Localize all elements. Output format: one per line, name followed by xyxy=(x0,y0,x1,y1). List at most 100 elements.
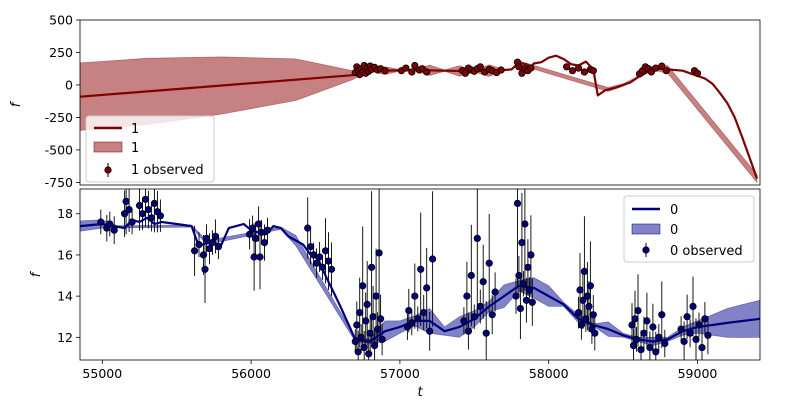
top-observed-point xyxy=(402,64,410,72)
bottom-observed-point xyxy=(128,218,136,226)
bottom-observed-point xyxy=(97,218,105,226)
bottom-observed-point xyxy=(473,234,481,242)
bottom-xtick-label: 57000 xyxy=(380,366,420,381)
bottom-observed-point xyxy=(121,210,129,218)
bottom-legend-label-band: 0 xyxy=(670,223,678,238)
bottom-observed-point xyxy=(321,247,330,255)
bottom-observed-point xyxy=(423,284,431,292)
top-observed-point xyxy=(497,66,505,74)
bottom-observed-point xyxy=(138,210,147,218)
bottom-observed-point xyxy=(574,308,583,317)
bottom-observed-point xyxy=(629,341,638,350)
bottom-observed-point xyxy=(199,251,208,259)
bottom-observed-point xyxy=(576,286,584,294)
bottom-observed-point xyxy=(318,263,327,271)
bottom-observed-point xyxy=(420,308,428,317)
top-observed-point xyxy=(476,63,484,71)
bottom-observed-point xyxy=(362,317,370,325)
bottom-observed-point xyxy=(467,271,475,280)
bottom-observed-point xyxy=(252,234,260,242)
bottom-observed-point xyxy=(683,313,691,321)
top-legend: 1 1 1 observed xyxy=(85,115,215,183)
top-observed-point xyxy=(562,63,571,71)
top-observed-point xyxy=(527,64,535,72)
bottom-observed-point xyxy=(631,315,639,323)
bottom-observed-point xyxy=(255,220,263,228)
bottom-observed-point xyxy=(263,226,272,234)
bottom-observed-point xyxy=(191,247,199,255)
bottom-observed-point xyxy=(485,259,493,267)
bottom-observed-point xyxy=(513,199,522,207)
bottom-observed-point xyxy=(482,329,490,337)
bottom-observed-point xyxy=(147,214,155,222)
top-observed-point xyxy=(515,63,523,71)
bottom-ylabel: f xyxy=(29,270,44,277)
bottom-observed-point xyxy=(360,343,368,352)
bottom-observed-point xyxy=(580,267,589,275)
bottom-observed-point xyxy=(408,319,416,327)
bottom-observed-point xyxy=(464,327,472,335)
bottom-observed-point xyxy=(260,239,269,247)
bottom-observed-point xyxy=(518,239,526,247)
bottom-observed-point xyxy=(249,224,257,232)
bottom-observed-point xyxy=(373,325,382,333)
top-ytick-label: 500 xyxy=(49,13,73,28)
top-observed-point xyxy=(580,68,589,76)
bottom-observed-point xyxy=(106,220,114,228)
bottom-observed-point xyxy=(356,308,364,317)
top-observed-point xyxy=(652,64,660,72)
bottom-observed-point xyxy=(208,239,216,247)
bottom-observed-point xyxy=(125,206,133,214)
bottom-xtick-label: 56000 xyxy=(231,366,271,381)
bottom-xtick-label: 58000 xyxy=(529,366,569,381)
bottom-observed-point xyxy=(403,323,411,331)
bottom-observed-point xyxy=(698,343,706,352)
top-legend-label-observed: 1 observed xyxy=(131,163,204,178)
bottom-observed-point xyxy=(583,292,592,300)
bottom-observed-point xyxy=(519,280,528,288)
bottom-observed-point xyxy=(476,302,484,310)
bottom-observed-point xyxy=(324,257,333,265)
bottom-observed-point xyxy=(378,335,386,343)
bottom-observed-point xyxy=(376,315,385,323)
bottom-observed-point xyxy=(144,206,152,214)
bottom-observed-point xyxy=(689,302,697,310)
bottom-observed-point xyxy=(306,243,315,251)
bottom-observed-point xyxy=(359,282,367,290)
bottom-observed-point xyxy=(585,302,593,310)
top-observed-point xyxy=(662,67,670,75)
bottom-observed-point xyxy=(491,288,499,296)
bottom-observed-point xyxy=(525,286,534,294)
bottom-observed-point xyxy=(515,271,523,280)
bottom-observed-point xyxy=(327,265,336,273)
bottom-observed-point xyxy=(414,315,422,323)
bottom-observed-point xyxy=(246,230,254,238)
bottom-observed-point xyxy=(411,292,419,300)
bottom-observed-point xyxy=(405,306,413,315)
bottom-observed-point xyxy=(512,292,520,300)
bottom-observed-point xyxy=(156,212,164,220)
top-legend-box xyxy=(85,115,215,183)
bottom-observed-point xyxy=(351,337,359,346)
top-ytick-label: -500 xyxy=(45,142,73,157)
panel-bottom: 18 16 14 12 55000 56000 57000 58000 59000 f t 0… xyxy=(29,188,761,400)
bottom-observed-point xyxy=(591,329,599,337)
bottom-observed-point xyxy=(528,298,536,306)
bottom-observed-point xyxy=(257,228,266,236)
bottom-observed-point xyxy=(205,245,214,253)
bottom-observed-point xyxy=(304,224,312,232)
top-legend-band-swatch xyxy=(93,141,123,153)
bottom-observed-point xyxy=(375,249,383,257)
bottom-observed-point xyxy=(122,197,130,205)
bottom-observed-point xyxy=(586,282,595,290)
bottom-observed-point xyxy=(370,341,379,350)
panel-top: 500 250 0 -250 -500 -750 f 1 1 1 observed xyxy=(9,13,761,190)
bottom-observed-point xyxy=(354,348,362,356)
bottom-observed-point xyxy=(353,321,361,329)
bottom-yticks: 18 16 14 12 xyxy=(57,206,80,345)
bottom-ytick-label: 18 xyxy=(57,206,73,221)
bottom-observed-point xyxy=(661,339,669,348)
bottom-observed-point xyxy=(256,253,264,261)
bottom-observed-point xyxy=(527,251,535,259)
